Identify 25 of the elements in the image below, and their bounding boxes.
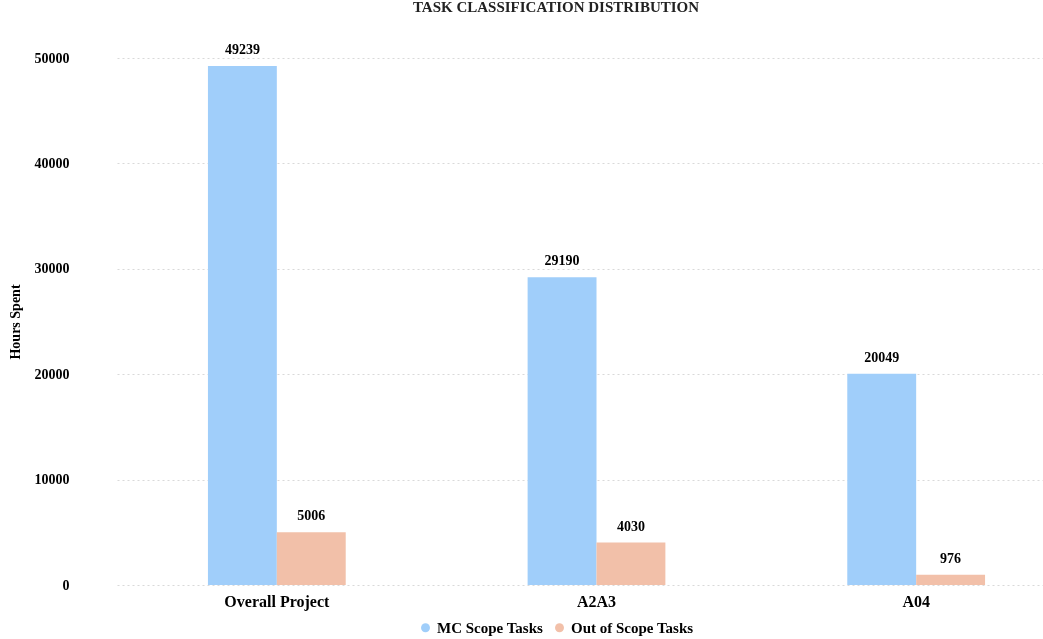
data-label: 5006 (297, 508, 326, 524)
data-label: 976 (940, 550, 962, 566)
y-tick-label: 10000 (34, 472, 70, 488)
y-tick-label: 50000 (34, 50, 70, 66)
y-tick-label: 30000 (34, 261, 70, 277)
data-label: 4030 (616, 518, 645, 534)
bar (207, 66, 277, 585)
data-label: 49239 (224, 42, 260, 58)
x-tick-label: Overall Project (224, 592, 330, 611)
bar (847, 373, 917, 585)
bar (276, 532, 346, 585)
y-axis-title: Hours Spent (7, 284, 23, 360)
bar (596, 542, 666, 585)
legend-label: Out of Scope Tasks (571, 619, 694, 636)
data-label: 29190 (544, 253, 580, 269)
x-tick-label: A04 (902, 592, 930, 610)
data-label: 20049 (864, 349, 900, 365)
legend-label: MC Scope Tasks (437, 619, 544, 636)
bar (916, 574, 986, 585)
bar (527, 277, 597, 585)
chart-title: TASK CLASSIFICATION DISTRIBUTION (412, 0, 700, 16)
x-tick-label: A2A3 (576, 592, 617, 610)
y-tick-label: 40000 (34, 155, 70, 171)
y-tick-label: 0 (62, 577, 70, 593)
y-tick-label: 20000 (34, 366, 70, 382)
